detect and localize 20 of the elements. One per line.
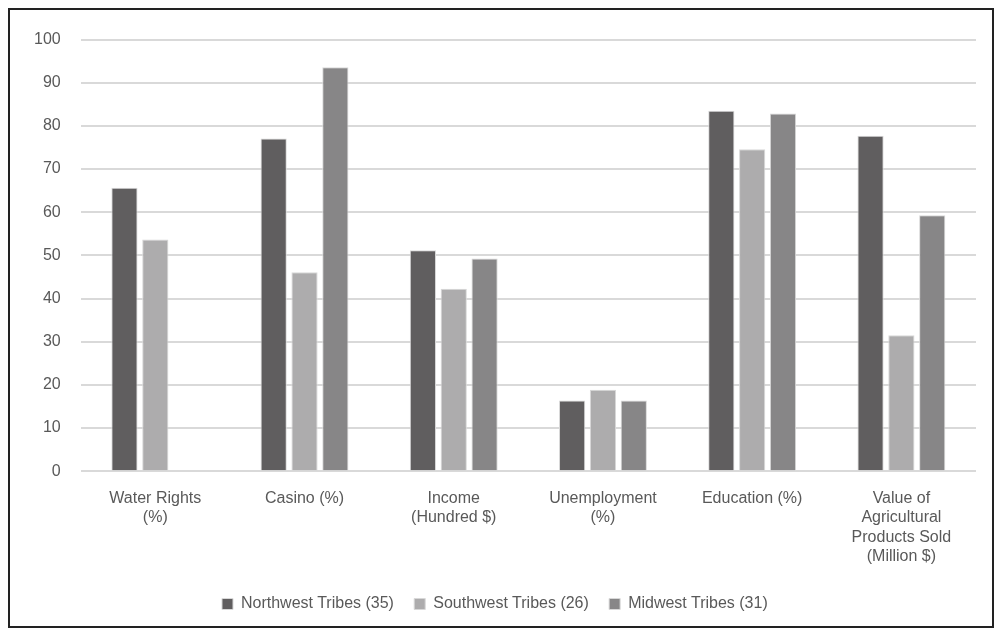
legend-label: Midwest Tribes (31) [628,594,768,612]
x-tick-label: Unemployment (%) [549,489,658,526]
y-tick-label: 40 [42,288,61,306]
legend-label: Northwest Tribes (35) [240,594,394,612]
x-tick-label: Value of Agricultural Products Sold (Million $) [851,489,952,564]
x-tick-label: Education (%) [701,489,803,507]
y-tick-label: 0 [51,461,61,479]
y-tick-label: 10 [42,418,61,436]
x-tick-label: Casino (%) [264,489,345,507]
legend-label: Southwest Tribes (26) [433,594,589,612]
y-tick-label: 100 [33,30,61,48]
y-tick-label: 80 [42,116,61,134]
y-tick-label: 70 [42,159,61,177]
y-tick-label: 90 [42,73,61,91]
x-tick-label: Water Rights (%) [109,489,202,526]
y-tick-label: 30 [42,332,61,350]
x-tick-label: Income (Hundred $) [411,489,497,526]
y-tick-label: 60 [42,202,61,220]
y-tick-label: 20 [42,375,61,393]
y-tick-label: 50 [42,245,61,263]
